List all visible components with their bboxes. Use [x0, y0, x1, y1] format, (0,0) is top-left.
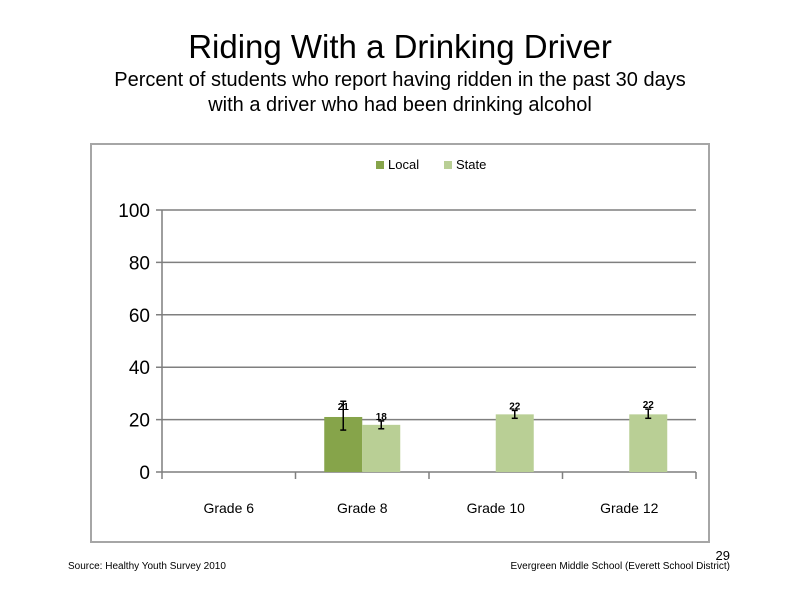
chart-subtitle: Percent of students who report having ri…	[40, 68, 760, 118]
chart-title: Riding With a Drinking Driver	[188, 28, 612, 65]
source-note: Source: Healthy Youth Survey 2010	[68, 561, 226, 572]
legend-label-state: State	[456, 157, 486, 172]
y-tick-label: 40	[129, 358, 150, 379]
y-tick-label: 100	[118, 201, 150, 222]
data-label: 21	[338, 402, 350, 413]
bar-state	[362, 424, 401, 472]
legend-swatch-local	[376, 161, 384, 169]
data-label: 22	[643, 400, 655, 411]
school-note: Evergreen Middle School (Everett School …	[510, 561, 730, 572]
x-tick-label: Grade 6	[203, 500, 254, 516]
data-label: 22	[509, 401, 521, 412]
legend-label-local: Local	[388, 157, 419, 172]
page-number: 29	[715, 548, 730, 563]
y-tick-label: 0	[139, 463, 150, 484]
y-tick-label: 20	[129, 411, 150, 432]
subtitle-line-1: Percent of students who report having ri…	[114, 69, 686, 91]
x-tick-label: Grade 10	[467, 500, 526, 516]
y-tick-label: 80	[129, 253, 150, 274]
subtitle-line-2: with a driver who had been drinking alco…	[208, 94, 592, 116]
x-tick-label: Grade 12	[600, 500, 659, 516]
data-label: 18	[376, 412, 388, 423]
legend-swatch-state	[444, 161, 452, 169]
x-tick-label: Grade 8	[337, 500, 388, 516]
bar-state	[495, 414, 534, 472]
bar-state	[629, 414, 668, 472]
y-tick-label: 60	[129, 306, 150, 327]
